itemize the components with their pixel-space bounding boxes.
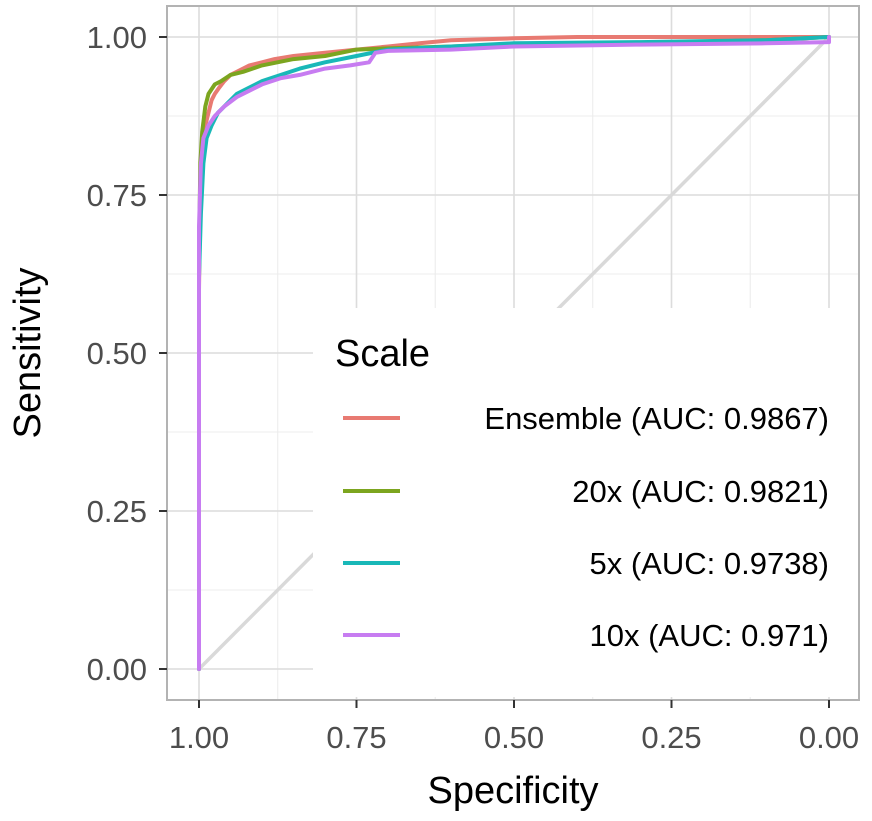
legend-label: 10x (AUC: 0.971) xyxy=(590,618,830,653)
legend-background xyxy=(313,308,858,697)
legend-label: 20x (AUC: 0.9821) xyxy=(572,474,829,509)
legend-entries: Ensemble (AUC: 0.9867) 20x (AUC: 0.9821) 5… xyxy=(343,401,829,653)
legend-title: Scale xyxy=(335,333,430,375)
y-tick-label: 0.00 xyxy=(87,652,147,687)
x-tick-label: 0.00 xyxy=(799,720,859,755)
y-tick-label: 0.50 xyxy=(87,336,147,371)
legend: Scale Ensemble (AUC: 0.9867) 20x (AUC: 0.… xyxy=(313,308,858,697)
x-tick-label: 0.25 xyxy=(641,720,701,755)
y-axis-ticks: 0.00 0.25 0.50 0.75 1.00 xyxy=(87,20,167,687)
roc-curve-4 xyxy=(197,35,831,671)
x-axis-ticks: 1.00 0.75 0.50 0.25 0.00 xyxy=(169,700,859,755)
legend-label: Ensemble (AUC: 0.9867) xyxy=(484,401,829,436)
y-tick-label: 1.00 xyxy=(87,20,147,55)
y-tick-label: 0.25 xyxy=(87,494,147,529)
roc-curves xyxy=(197,35,831,671)
y-axis-title: Sensitivity xyxy=(7,267,49,438)
x-axis-title: Specificity xyxy=(427,770,598,812)
x-tick-label: 0.75 xyxy=(326,720,386,755)
x-tick-label: 0.50 xyxy=(484,720,544,755)
legend-label: 5x (AUC: 0.9738) xyxy=(590,546,830,581)
x-tick-label: 1.00 xyxy=(169,720,229,755)
y-tick-label: 0.75 xyxy=(87,178,147,213)
roc-curve-3 xyxy=(197,35,831,671)
